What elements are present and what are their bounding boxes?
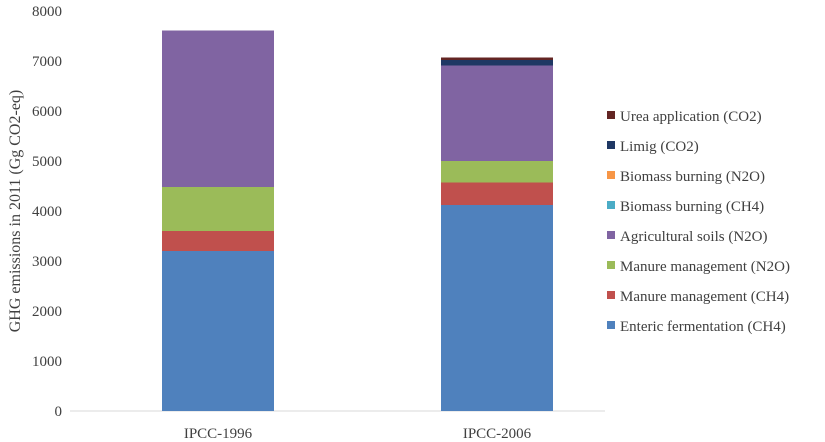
legend-label: Limig (CO2): [620, 139, 699, 155]
legend: Urea application (CO2) Limig (CO2) Biomass…: [607, 109, 790, 335]
legend-label: Agricultural soils (N2O): [620, 229, 767, 245]
legend-label: Biomass burning (N2O): [620, 169, 765, 185]
bar-segment-ipcc-2006-series-6: [441, 60, 553, 66]
bar-segment-ipcc-2006-series-2: [441, 161, 553, 183]
legend-swatch: [607, 291, 615, 299]
y-tick-label: 6000: [32, 104, 62, 120]
legend-swatch: [607, 201, 615, 209]
y-tick-label: 7000: [32, 54, 62, 70]
y-axis-ticks: 0 1000 2000 3000 4000 5000 6000 7000 8000: [32, 4, 62, 420]
legend-swatch: [607, 111, 615, 119]
y-tick-label: 4000: [32, 204, 62, 220]
bar-segment-ipcc-1996-series-3: [162, 30, 274, 187]
legend-label: Urea application (CO2): [620, 109, 762, 125]
legend-swatch: [607, 141, 615, 149]
legend-swatch: [607, 321, 615, 329]
bar-segment-ipcc-2006-series-1: [441, 182, 553, 205]
legend-label: Manure management (N2O): [620, 259, 790, 275]
bar-segment-ipcc-2006-series-7: [441, 57, 553, 60]
y-tick-label: 5000: [32, 154, 62, 170]
legend-label: Enteric fermentation (CH4): [620, 319, 786, 335]
bar-segment-ipcc-2006-series-0: [441, 205, 553, 411]
bar-segment-ipcc-2006-series-3: [441, 65, 553, 161]
legend-swatch: [607, 231, 615, 239]
x-tick-label: IPCC-1996: [184, 426, 253, 442]
legend-label: Manure management (CH4): [620, 289, 789, 305]
bars: [162, 30, 553, 411]
legend-label: Biomass burning (CH4): [620, 199, 764, 215]
y-tick-label: 0: [55, 404, 63, 420]
y-tick-label: 8000: [32, 4, 62, 20]
bar-segment-ipcc-1996-series-2: [162, 187, 274, 231]
y-axis-label: GHG emissions in 2011 (Gg CO2-eq): [7, 90, 24, 333]
legend-swatch: [607, 171, 615, 179]
bar-segment-ipcc-1996-series-1: [162, 231, 274, 251]
y-tick-label: 1000: [32, 354, 62, 370]
y-tick-label: 2000: [32, 304, 62, 320]
x-tick-label: IPCC-2006: [463, 426, 532, 442]
x-axis-ticks: IPCC-1996 IPCC-2006: [184, 426, 532, 442]
bar-segment-ipcc-1996-series-0: [162, 251, 274, 411]
legend-swatch: [607, 261, 615, 269]
y-tick-label: 3000: [32, 254, 62, 270]
